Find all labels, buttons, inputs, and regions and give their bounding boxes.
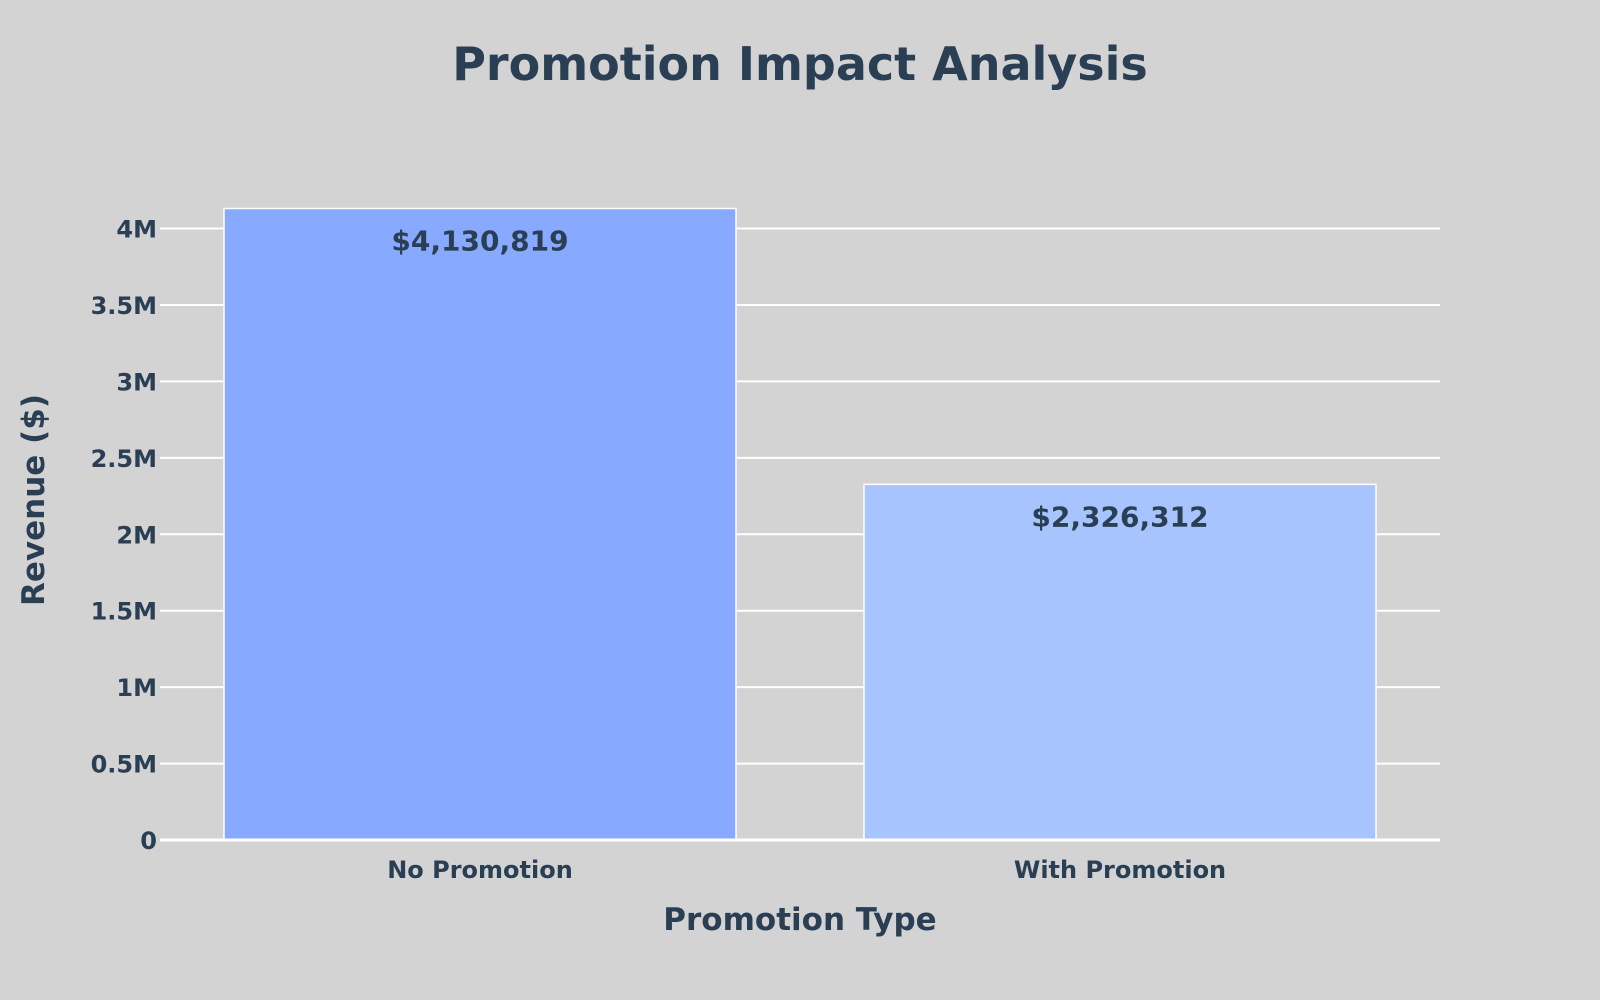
bar (863, 483, 1377, 841)
y-axis-title: Revenue ($) (16, 394, 52, 606)
y-tick-label: 0.5M (91, 751, 157, 779)
y-tick-label: 3M (116, 368, 157, 396)
y-tick-label: 1.5M (91, 598, 157, 626)
x-tick-label: No Promotion (387, 856, 573, 884)
x-tick-label: With Promotion (1014, 856, 1226, 884)
bar-value-label: $4,130,819 (391, 225, 568, 258)
y-tick-label: 2M (116, 521, 157, 549)
y-tick-label: 4M (116, 216, 157, 244)
y-tick-label: 3.5M (91, 292, 157, 320)
bars (223, 207, 1377, 841)
y-tick-label: 0 (140, 827, 157, 855)
y-tick-label: 1M (116, 674, 157, 702)
x-axis-title: Promotion Type (663, 902, 936, 938)
data-labels: $4,130,819 $2,326,312 (391, 225, 1208, 534)
chart-title: Promotion Impact Analysis (452, 37, 1148, 91)
x-axis-ticks: No Promotion With Promotion (387, 856, 1226, 884)
bar (223, 207, 737, 841)
y-tick-label: 2.5M (91, 445, 157, 473)
y-axis-ticks: 0 0.5M 1M 1.5M 2M 2.5M 3M 3.5M 4M (91, 216, 157, 855)
bar-value-label: $2,326,312 (1031, 500, 1208, 533)
